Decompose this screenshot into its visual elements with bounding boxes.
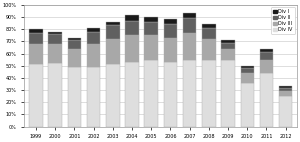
Bar xyxy=(279,96,292,127)
Bar xyxy=(68,49,81,67)
Bar xyxy=(221,60,235,127)
Bar xyxy=(202,24,216,28)
Bar xyxy=(87,67,100,127)
Bar xyxy=(279,88,292,91)
Bar xyxy=(183,60,196,127)
Bar xyxy=(87,28,100,32)
Bar xyxy=(68,40,81,49)
Legend: Div I, Div II, Div III, Div IV: Div I, Div II, Div III, Div IV xyxy=(271,7,295,34)
Bar xyxy=(145,22,158,35)
Bar xyxy=(164,38,177,62)
Bar xyxy=(29,64,43,127)
Bar xyxy=(48,34,62,44)
Bar xyxy=(29,29,43,33)
Bar xyxy=(183,18,196,33)
Bar xyxy=(202,28,216,39)
Bar xyxy=(164,62,177,127)
Bar xyxy=(202,39,216,60)
Bar xyxy=(68,38,81,40)
Bar xyxy=(221,40,235,43)
Bar xyxy=(106,39,119,64)
Bar xyxy=(87,44,100,67)
Bar xyxy=(125,62,139,127)
Bar xyxy=(48,32,62,34)
Bar xyxy=(260,73,273,127)
Bar xyxy=(183,13,196,18)
Bar xyxy=(260,60,273,73)
Bar xyxy=(202,60,216,127)
Bar xyxy=(48,63,62,127)
Bar xyxy=(164,24,177,38)
Bar xyxy=(241,83,254,127)
Bar xyxy=(279,91,292,96)
Bar xyxy=(260,49,273,52)
Bar xyxy=(106,22,119,25)
Bar xyxy=(125,14,139,21)
Bar xyxy=(241,73,254,83)
Bar xyxy=(221,49,235,60)
Bar xyxy=(106,25,119,39)
Bar xyxy=(279,86,292,88)
Bar xyxy=(29,33,43,44)
Bar xyxy=(125,35,139,62)
Bar xyxy=(241,66,254,68)
Bar xyxy=(106,64,119,127)
Bar xyxy=(48,44,62,63)
Bar xyxy=(183,33,196,60)
Bar xyxy=(260,52,273,60)
Bar xyxy=(68,67,81,127)
Bar xyxy=(125,21,139,35)
Bar xyxy=(221,43,235,49)
Bar xyxy=(145,60,158,127)
Bar xyxy=(164,19,177,24)
Bar xyxy=(29,44,43,64)
Bar xyxy=(241,68,254,73)
Bar xyxy=(145,17,158,22)
Bar xyxy=(145,35,158,60)
Bar xyxy=(87,32,100,44)
